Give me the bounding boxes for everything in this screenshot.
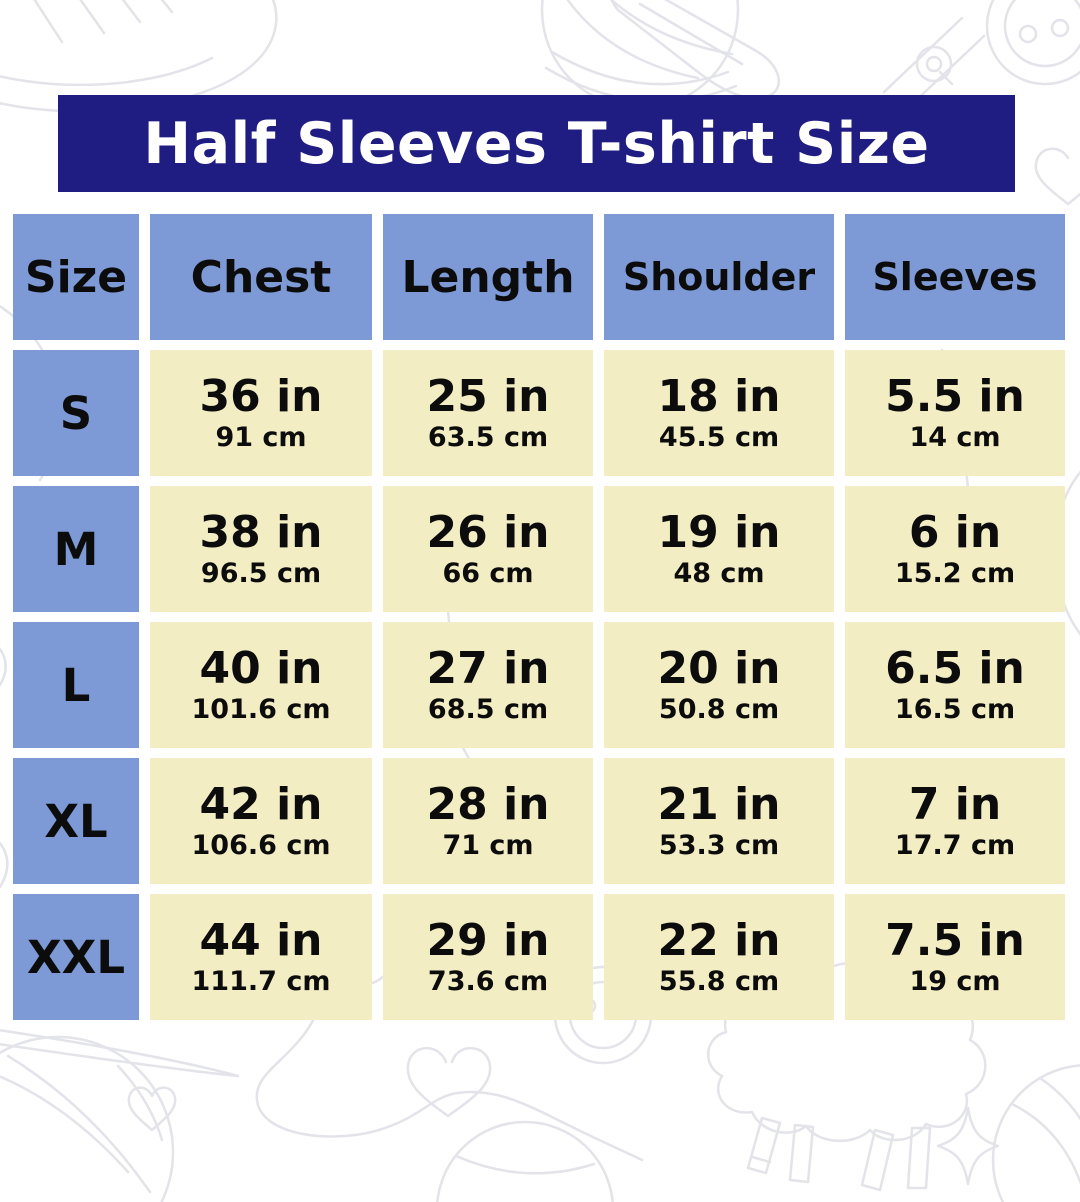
thread-doodle xyxy=(610,0,781,100)
header-cell-shoulder: Shoulder xyxy=(604,214,834,340)
value-inches: 42 in xyxy=(199,778,323,830)
value-cm: 68.5 cm xyxy=(427,694,549,726)
cell-m-length: 26 in 66 cm xyxy=(383,486,593,612)
size-cell-m: M xyxy=(13,486,139,612)
header-cell-chest: Chest xyxy=(150,214,372,340)
cell-s-length: 25 in 63.5 cm xyxy=(383,350,593,476)
yarn-ball-doodle xyxy=(0,0,278,113)
value-inches: 38 in xyxy=(199,506,323,558)
value-cm: 19 cm xyxy=(909,966,1001,998)
value-inches: 19 in xyxy=(657,506,781,558)
cell-l-shoulder: 20 in 50.8 cm xyxy=(604,622,834,748)
value-cm: 15.2 cm xyxy=(894,558,1016,590)
value-cm: 106.6 cm xyxy=(191,830,331,862)
value-cm: 16.5 cm xyxy=(894,694,1016,726)
heart-doodle xyxy=(1034,147,1080,206)
cell-l-sleeves: 6.5 in 16.5 cm xyxy=(845,622,1065,748)
value-inches: 22 in xyxy=(657,914,781,966)
cell-m-shoulder: 19 in 48 cm xyxy=(604,486,834,612)
value-inches: 29 in xyxy=(426,914,550,966)
value-cm: 48 cm xyxy=(673,558,765,590)
value-inches: 40 in xyxy=(199,642,323,694)
value-inches: 28 in xyxy=(426,778,550,830)
cell-xl-chest: 42 in 106.6 cm xyxy=(150,758,372,884)
value-inches: 6.5 in xyxy=(885,642,1025,694)
value-cm: 71 cm xyxy=(442,830,534,862)
size-table: Size Chest Length Shoulder Sleeves S 36 … xyxy=(13,214,1065,1020)
value-cm: 55.8 cm xyxy=(658,966,780,998)
yarn-ball-doodle xyxy=(991,1064,1080,1202)
value-cm: 14 cm xyxy=(909,422,1001,454)
size-cell-xl: XL xyxy=(13,758,139,884)
heart-doodle xyxy=(127,1086,177,1132)
header-cell-size: Size xyxy=(13,214,139,340)
value-cm: 66 cm xyxy=(442,558,534,590)
value-cm: 50.8 cm xyxy=(658,694,780,726)
value-inches: 25 in xyxy=(426,370,550,422)
cell-l-length: 27 in 68.5 cm xyxy=(383,622,593,748)
value-inches: 5.5 in xyxy=(885,370,1025,422)
header-cell-sleeves: Sleeves xyxy=(845,214,1065,340)
cell-xxl-shoulder: 22 in 55.8 cm xyxy=(604,894,834,1020)
size-cell-xxl: XXL xyxy=(13,894,139,1020)
value-cm: 111.7 cm xyxy=(191,966,331,998)
page-title: Half Sleeves T-shirt Size xyxy=(143,110,930,177)
cell-xl-sleeves: 7 in 17.7 cm xyxy=(845,758,1065,884)
value-inches: 7.5 in xyxy=(885,914,1025,966)
size-cell-l: L xyxy=(13,622,139,748)
cell-s-shoulder: 18 in 45.5 cm xyxy=(604,350,834,476)
value-cm: 101.6 cm xyxy=(191,694,331,726)
yarn-ball-doodle xyxy=(0,1035,175,1202)
value-cm: 96.5 cm xyxy=(200,558,322,590)
header-cell-length: Length xyxy=(383,214,593,340)
value-cm: 73.6 cm xyxy=(427,966,549,998)
yarn-ball-doodle xyxy=(436,1120,614,1202)
value-inches: 27 in xyxy=(426,642,550,694)
value-cm: 63.5 cm xyxy=(427,422,549,454)
cell-xl-shoulder: 21 in 53.3 cm xyxy=(604,758,834,884)
value-inches: 21 in xyxy=(657,778,781,830)
value-inches: 7 in xyxy=(908,778,1002,830)
value-inches: 44 in xyxy=(199,914,323,966)
value-inches: 26 in xyxy=(426,506,550,558)
needle-doodle xyxy=(0,1028,240,1078)
cell-xxl-length: 29 in 73.6 cm xyxy=(383,894,593,1020)
cell-m-chest: 38 in 96.5 cm xyxy=(150,486,372,612)
value-cm: 91 cm xyxy=(215,422,307,454)
cell-l-chest: 40 in 101.6 cm xyxy=(150,622,372,748)
size-cell-s: S xyxy=(13,350,139,476)
cell-m-sleeves: 6 in 15.2 cm xyxy=(845,486,1065,612)
cell-xl-length: 28 in 71 cm xyxy=(383,758,593,884)
sparkle-doodle xyxy=(936,1106,1000,1186)
cell-s-sleeves: 5.5 in 14 cm xyxy=(845,350,1065,476)
value-inches: 36 in xyxy=(199,370,323,422)
value-cm: 53.3 cm xyxy=(658,830,780,862)
thread-doodle xyxy=(255,1003,644,1162)
value-cm: 45.5 cm xyxy=(658,422,780,454)
button-doodle xyxy=(985,0,1080,86)
cell-xxl-sleeves: 7.5 in 19 cm xyxy=(845,894,1065,1020)
cell-xxl-chest: 44 in 111.7 cm xyxy=(150,894,372,1020)
cell-s-chest: 36 in 91 cm xyxy=(150,350,372,476)
page-title-bar: Half Sleeves T-shirt Size xyxy=(58,95,1015,192)
value-inches: 20 in xyxy=(657,642,781,694)
value-inches: 6 in xyxy=(908,506,1002,558)
yarn-ball-doodle xyxy=(540,0,740,110)
value-inches: 18 in xyxy=(657,370,781,422)
value-cm: 17.7 cm xyxy=(894,830,1016,862)
